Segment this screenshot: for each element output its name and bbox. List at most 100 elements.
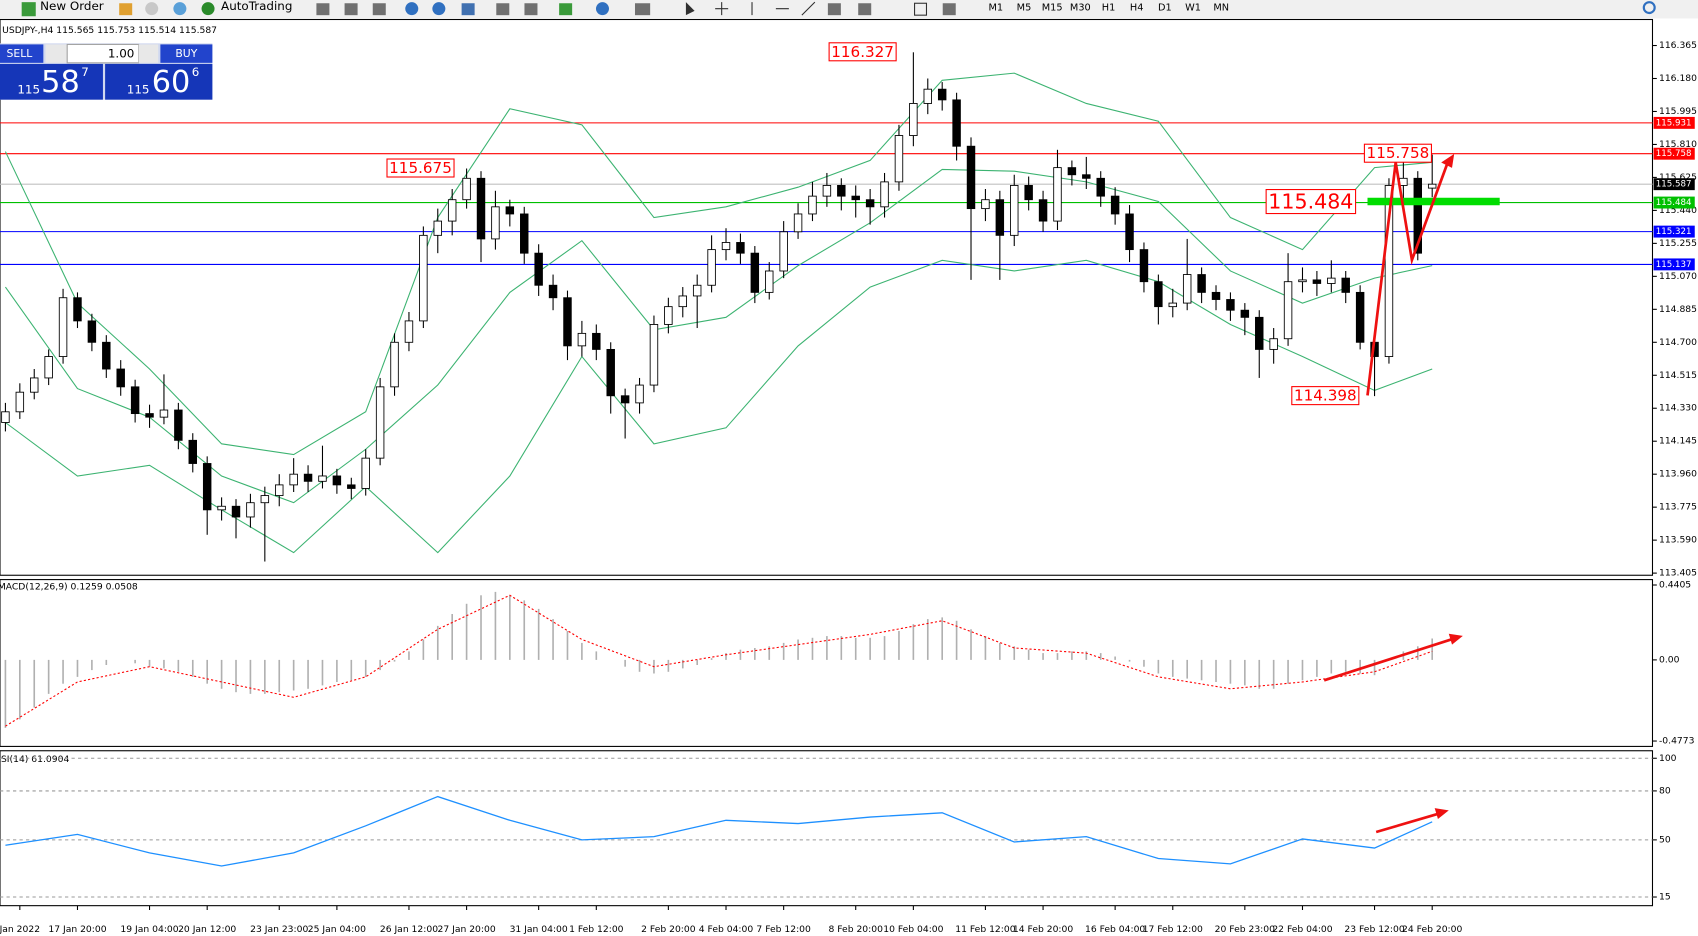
macd-arrow bbox=[1323, 637, 1453, 682]
candle-body bbox=[447, 199, 457, 222]
x-tick-label: 17 Feb 12:00 bbox=[1143, 924, 1203, 935]
y-tick-label: 0.4405 bbox=[1659, 580, 1691, 591]
timeframe-button[interactable]: H4 bbox=[1130, 3, 1144, 14]
macd-panel-border bbox=[0, 579, 1654, 747]
icon[interactable] bbox=[942, 3, 956, 16]
icon[interactable] bbox=[432, 2, 446, 16]
timeframe-button[interactable]: M30 bbox=[1070, 3, 1091, 14]
candle-body bbox=[73, 297, 82, 322]
candle-body bbox=[1312, 279, 1322, 284]
icon[interactable] bbox=[595, 2, 609, 16]
indicator-title: RSI(14) 61.0904 bbox=[0, 754, 69, 765]
icon[interactable] bbox=[858, 3, 872, 16]
lot-up[interactable] bbox=[138, 44, 159, 63]
x-tick-label: 4 Feb 04:00 bbox=[699, 924, 754, 935]
line-tools[interactable] bbox=[751, 1, 816, 16]
candle-body bbox=[981, 199, 990, 210]
price-label: 116.327 bbox=[831, 43, 894, 61]
x-tick-label: 17 Jan 20:00 bbox=[48, 924, 106, 935]
autotrading-icon[interactable] bbox=[201, 2, 215, 16]
ask-box[interactable] bbox=[105, 63, 213, 100]
y-tick-label: 80 bbox=[1659, 785, 1671, 796]
arrow-head bbox=[1441, 153, 1455, 168]
icon[interactable] bbox=[827, 3, 841, 16]
y-tick-label: 115.440 bbox=[1659, 205, 1697, 216]
price-tag-label: 115.758 bbox=[1656, 149, 1692, 159]
icon[interactable] bbox=[559, 3, 573, 16]
candle-body bbox=[592, 332, 601, 350]
new-order-icon[interactable] bbox=[21, 2, 36, 17]
candle-body bbox=[188, 439, 197, 464]
autotrading-button[interactable]: AutoTrading bbox=[221, 0, 292, 13]
indicator-line bbox=[5, 594, 1433, 727]
icon[interactable] bbox=[496, 3, 510, 16]
candle-body bbox=[102, 341, 111, 370]
x-tick-label: 23 Jan 23:00 bbox=[250, 924, 308, 935]
icon[interactable] bbox=[461, 3, 475, 16]
candle-body bbox=[606, 348, 615, 397]
timeframe-button[interactable]: M5 bbox=[1017, 3, 1032, 14]
icon[interactable] bbox=[405, 2, 419, 16]
candle-body bbox=[1255, 316, 1264, 350]
candle-body bbox=[822, 185, 832, 197]
candle-body bbox=[419, 234, 428, 322]
price-label-box bbox=[1291, 386, 1360, 406]
bid-pip[interactable]: 7 bbox=[81, 65, 89, 79]
ask-pip[interactable]: 6 bbox=[192, 65, 200, 79]
icon[interactable] bbox=[524, 3, 538, 16]
drawings: SELL 1.00 BUY 115 58 7 115 60 6 bbox=[0, 43, 1500, 834]
icon[interactable] bbox=[316, 3, 330, 16]
candle-body bbox=[808, 195, 817, 215]
y-tick-label: 114.885 bbox=[1659, 304, 1697, 315]
price-tag bbox=[1653, 116, 1695, 129]
icon[interactable] bbox=[634, 3, 651, 16]
candle-body bbox=[1038, 199, 1048, 222]
candle-body bbox=[217, 505, 226, 511]
cursor-tool[interactable] bbox=[685, 2, 695, 16]
lot-down[interactable] bbox=[45, 44, 68, 63]
price-tag bbox=[1653, 178, 1695, 191]
icon[interactable] bbox=[119, 3, 133, 16]
price-panel-border bbox=[0, 18, 1654, 576]
icon[interactable] bbox=[372, 3, 386, 16]
y-tick-label: 116.180 bbox=[1659, 73, 1697, 84]
trend-arrow bbox=[1366, 162, 1449, 396]
indicator-title: MACD(12,26,9) 0.1259 0.0508 bbox=[0, 582, 138, 593]
ask-main[interactable]: 60 bbox=[152, 65, 191, 100]
icon[interactable] bbox=[173, 2, 187, 16]
x-tick-label: 23 Feb 12:00 bbox=[1344, 924, 1404, 935]
toolbar-bg bbox=[0, 0, 1698, 19]
icon[interactable] bbox=[914, 2, 928, 16]
icon[interactable] bbox=[344, 3, 358, 16]
ask-big[interactable]: 115 bbox=[127, 82, 150, 96]
crosshair-tool[interactable] bbox=[715, 2, 729, 16]
y-tick-label: 115.625 bbox=[1659, 172, 1697, 183]
timeframe-button[interactable]: MN bbox=[1213, 3, 1229, 14]
timeframe-button[interactable]: D1 bbox=[1158, 3, 1172, 14]
sell-button[interactable] bbox=[0, 44, 44, 63]
candle-body bbox=[865, 199, 875, 208]
y-tick-label: 113.405 bbox=[1659, 568, 1697, 579]
lot-value[interactable]: 1.00 bbox=[108, 47, 135, 61]
price-tag bbox=[1653, 147, 1695, 160]
candle-body bbox=[1413, 177, 1423, 254]
candle-body bbox=[678, 295, 688, 308]
search[interactable] bbox=[1642, 1, 1656, 15]
candle-body bbox=[620, 395, 630, 404]
timeframe-button[interactable]: M1 bbox=[989, 3, 1004, 14]
timeframe-button[interactable]: H1 bbox=[1102, 3, 1116, 14]
new-order-button[interactable]: New Order bbox=[40, 0, 104, 13]
bid-box[interactable] bbox=[0, 63, 103, 100]
bid-main[interactable]: 58 bbox=[41, 65, 80, 100]
timeframe-button[interactable]: W1 bbox=[1185, 3, 1201, 14]
sell-label[interactable]: SELL bbox=[7, 47, 33, 60]
icon[interactable] bbox=[145, 2, 159, 16]
bid-big[interactable]: 115 bbox=[17, 82, 40, 96]
y-tick-label: 115.810 bbox=[1659, 139, 1697, 150]
y-tick-label: 115.070 bbox=[1659, 271, 1697, 282]
timeframe-button[interactable]: M15 bbox=[1042, 3, 1063, 14]
candle-body bbox=[649, 324, 659, 386]
buy-button[interactable] bbox=[160, 44, 213, 63]
buy-label[interactable]: BUY bbox=[175, 47, 197, 60]
y-tick-label: 100 bbox=[1659, 753, 1677, 764]
